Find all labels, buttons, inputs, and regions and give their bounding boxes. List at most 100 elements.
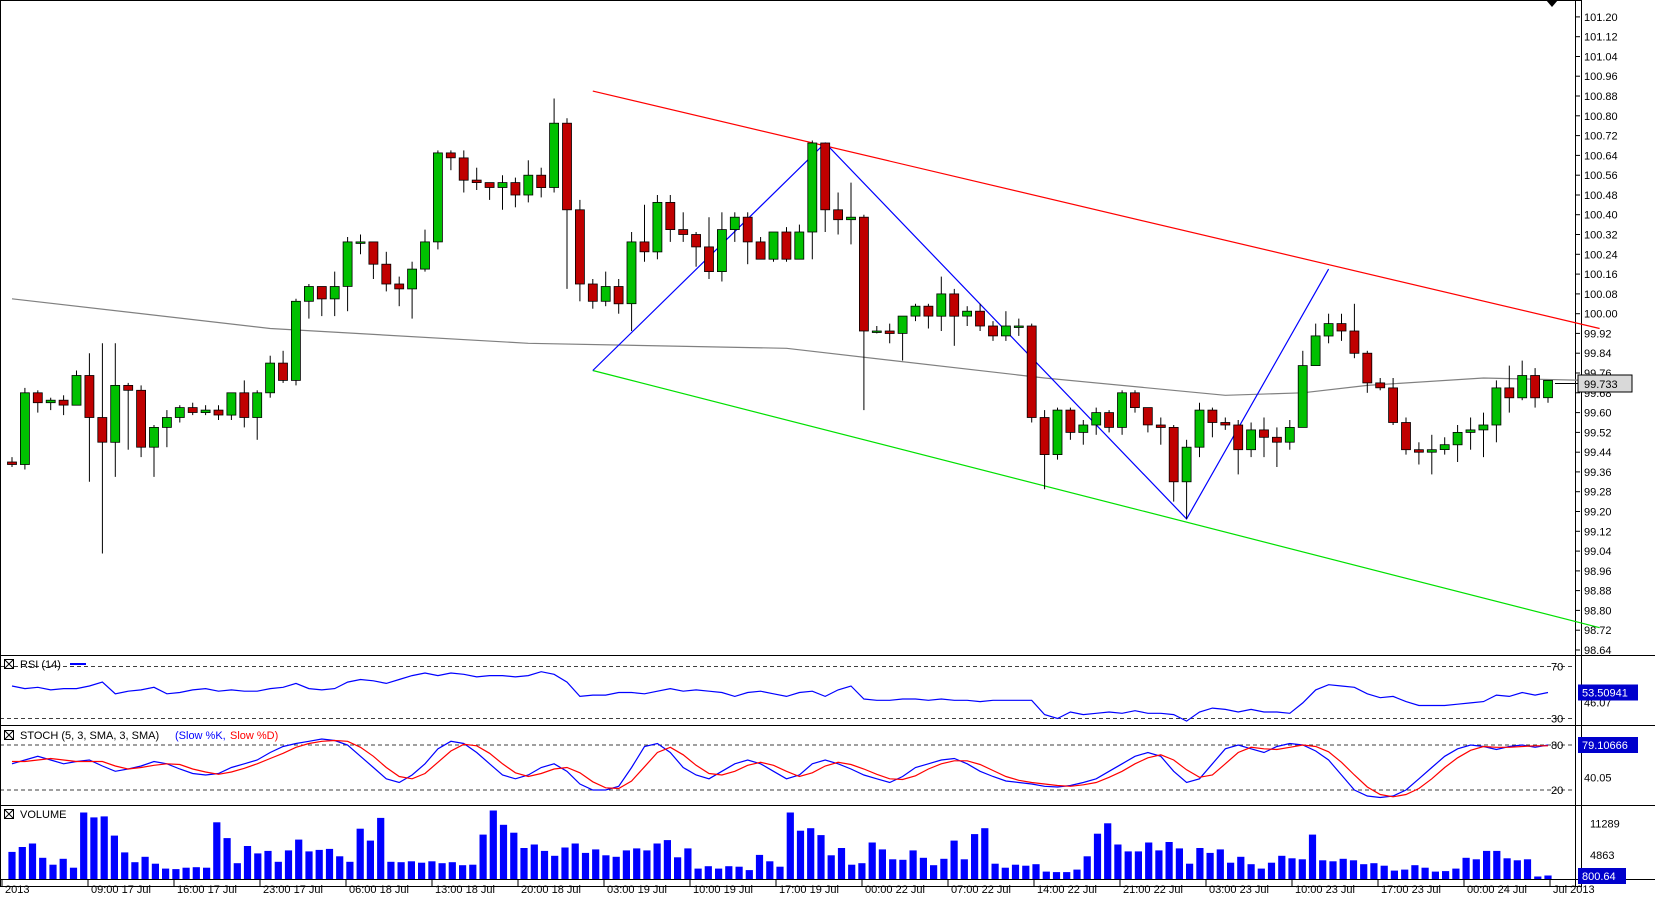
volume-bar bbox=[1032, 864, 1040, 879]
price-tick-label: 100.24 bbox=[1584, 249, 1618, 261]
candle-body bbox=[200, 409, 211, 414]
volume-bar bbox=[459, 865, 467, 879]
candle-body bbox=[484, 182, 495, 188]
price-tick-label: 99.44 bbox=[1584, 447, 1612, 459]
volume-bar bbox=[1319, 860, 1327, 879]
candle-body bbox=[807, 142, 818, 233]
volume-bar bbox=[315, 849, 323, 879]
stoch-d-label: Slow %D) bbox=[230, 730, 278, 742]
volume-bar bbox=[653, 843, 661, 879]
volume-bar bbox=[796, 830, 805, 879]
stoch-panel: 80 20 40.05 79.10666 bbox=[0, 737, 1638, 799]
candle-body bbox=[717, 229, 727, 273]
candle-body bbox=[768, 231, 779, 260]
candle-body bbox=[523, 174, 534, 196]
volume-bar bbox=[1073, 869, 1081, 879]
candle-body bbox=[265, 362, 276, 394]
volume-bar bbox=[981, 828, 989, 879]
price-tick-label: 99.84 bbox=[1584, 348, 1612, 360]
volume-bar bbox=[694, 868, 702, 879]
candle-body bbox=[626, 241, 637, 305]
stoch-level-label: 20 bbox=[1551, 785, 1563, 797]
volume-bar bbox=[418, 862, 426, 879]
candle-body bbox=[1478, 424, 1489, 431]
candle-body bbox=[1233, 424, 1244, 451]
candle-body bbox=[897, 315, 908, 334]
volume-bar bbox=[469, 864, 477, 879]
candle-body bbox=[1297, 365, 1308, 428]
volume-bar bbox=[1452, 868, 1460, 879]
time-tick-label: 00:00 24 Jul bbox=[1467, 884, 1527, 896]
rsi-current-box bbox=[1578, 684, 1638, 701]
volume-bar bbox=[489, 810, 497, 879]
candle-body bbox=[1168, 426, 1179, 483]
candle-body bbox=[1465, 429, 1476, 433]
time-tick-label: 06:00 18 Jul bbox=[349, 884, 409, 896]
candle-body bbox=[587, 283, 598, 302]
volume-bar bbox=[592, 849, 600, 879]
price-tick-label: 98.64 bbox=[1584, 645, 1612, 657]
candle-body bbox=[781, 231, 792, 260]
candle-body bbox=[161, 417, 172, 428]
price-tick-label: 101.04 bbox=[1584, 52, 1618, 64]
price-tick-label: 100.48 bbox=[1584, 190, 1618, 202]
candle-body bbox=[742, 216, 753, 243]
volume-bar bbox=[622, 850, 630, 879]
volume-bar bbox=[1206, 852, 1214, 879]
candle-body bbox=[1207, 409, 1218, 423]
volume-bar bbox=[243, 846, 252, 879]
candle-body bbox=[704, 246, 714, 272]
volume-bar bbox=[1288, 858, 1296, 879]
volume-bar bbox=[725, 866, 733, 879]
candle-body bbox=[1284, 426, 1295, 443]
stoch-axis-value: 40.05 bbox=[1584, 773, 1612, 785]
volume-bar bbox=[1360, 864, 1368, 879]
volume-bar bbox=[131, 862, 139, 879]
volume-bar bbox=[858, 863, 866, 879]
candle-body bbox=[19, 392, 30, 465]
volume-bar bbox=[786, 812, 794, 879]
volume-bar bbox=[397, 862, 405, 879]
candle-body bbox=[1517, 375, 1528, 399]
volume-bar bbox=[182, 867, 190, 879]
price-tick-label: 98.88 bbox=[1584, 586, 1612, 598]
candle-body bbox=[1530, 375, 1540, 399]
time-tick-label: 20:00 18 Jul bbox=[521, 884, 581, 896]
scroll-marker-icon[interactable] bbox=[1546, 0, 1558, 7]
candle-body bbox=[1091, 412, 1102, 426]
candle-body bbox=[665, 201, 676, 230]
volume-bar bbox=[878, 849, 886, 879]
volume-axis-label: 4863 bbox=[1590, 850, 1614, 862]
volume-bar bbox=[1493, 850, 1501, 879]
volume-bar bbox=[90, 817, 98, 879]
volume-bar bbox=[1472, 859, 1480, 879]
candle-body bbox=[458, 157, 469, 181]
volume-bar bbox=[602, 855, 610, 879]
stoch-series-line bbox=[12, 739, 1548, 798]
candle-body bbox=[1181, 446, 1192, 483]
candle-body bbox=[729, 216, 740, 230]
candle-body bbox=[252, 392, 263, 418]
volume-bar bbox=[1462, 857, 1470, 879]
volume-bar bbox=[530, 844, 538, 879]
candle-body bbox=[510, 182, 521, 196]
candle-body bbox=[290, 300, 301, 381]
volume-bar bbox=[868, 842, 876, 879]
candle-body bbox=[652, 201, 663, 253]
volume-current-value: 800.64 bbox=[1582, 871, 1616, 883]
candle-body bbox=[58, 399, 69, 406]
volume-bar bbox=[1011, 864, 1020, 879]
candle-body bbox=[342, 241, 353, 287]
volume-bar bbox=[715, 868, 723, 879]
price-tick-label: 99.60 bbox=[1584, 408, 1612, 420]
volume-bar bbox=[1001, 867, 1009, 879]
time-tick-label: 17:00 23 Jul bbox=[1381, 884, 1441, 896]
candle-body bbox=[32, 392, 43, 404]
volume-bar bbox=[1257, 868, 1265, 879]
volume-bar bbox=[1267, 862, 1276, 879]
volume-bar bbox=[1421, 867, 1429, 879]
candle-body bbox=[420, 241, 430, 270]
volume-bar bbox=[233, 863, 241, 879]
volume-bar bbox=[909, 850, 917, 879]
stoch-label: STOCH (5, 3, SMA, 3, SMA) bbox=[20, 730, 159, 742]
